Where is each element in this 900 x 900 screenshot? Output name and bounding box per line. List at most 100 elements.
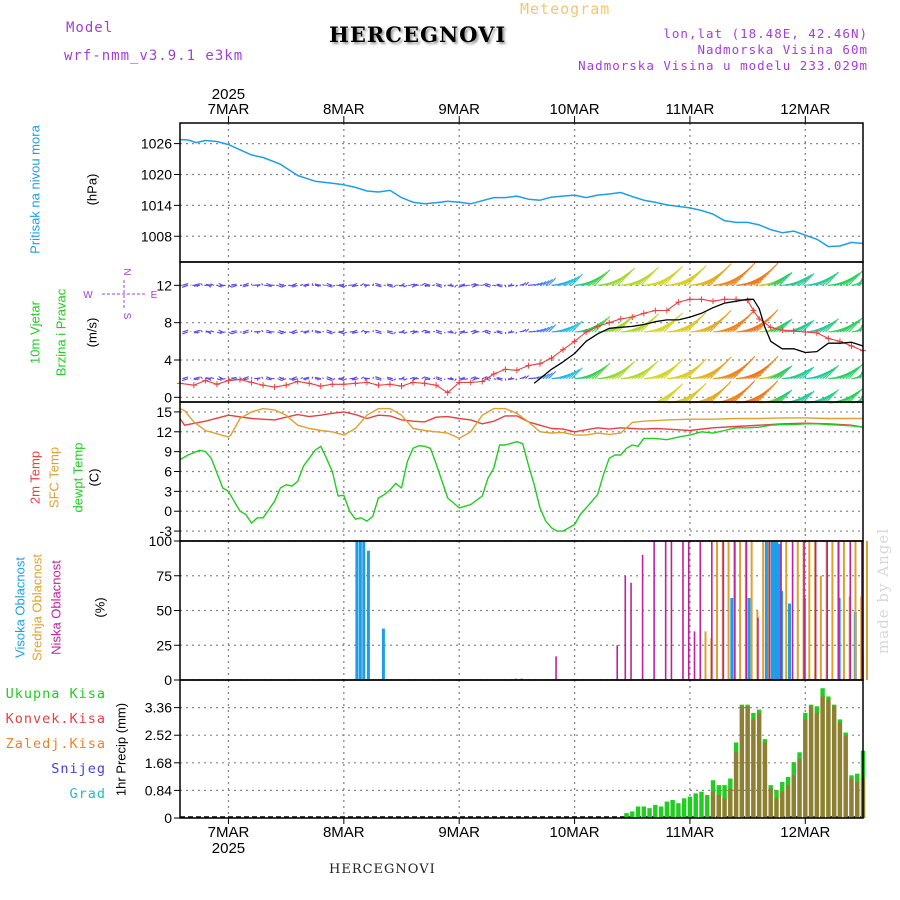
wind-barb (776, 319, 791, 333)
wind-barb (461, 329, 465, 333)
wind-barb (372, 283, 375, 286)
high-cloud-bar (777, 543, 781, 680)
y-tick-label: 12 (156, 277, 172, 293)
total-precip-bar (653, 804, 658, 818)
conv-precip-bar (756, 712, 762, 818)
wind-barb (461, 283, 465, 286)
conv-precip-bar (751, 719, 756, 818)
wind-barb (565, 277, 577, 286)
model-altitude-label: Nadmorska Visina u modelu 233.029m (578, 58, 868, 73)
high-cloud-bar (381, 628, 385, 680)
wind-barb (845, 319, 861, 333)
wind-barb (534, 282, 540, 286)
wind-barb (311, 283, 314, 286)
legend-frozen-precip: Zaledj.Kisa (5, 736, 106, 752)
conv-precip-bar (803, 719, 808, 818)
legend-conv-precip: Konvek.Kisa (5, 711, 106, 727)
wind-barb (496, 377, 503, 380)
wind-barb (182, 282, 189, 286)
conv-precip-bar (791, 775, 796, 818)
wind-barb (278, 329, 284, 333)
low-cloud-bar (803, 541, 805, 680)
wind-barb (464, 331, 468, 334)
low-cloud-bar (653, 541, 655, 680)
total-precip-bar (658, 806, 664, 818)
wind-barb (332, 284, 336, 287)
wind-barb (799, 320, 813, 333)
low-cloud-bar (711, 541, 713, 680)
wind-barb (421, 329, 426, 333)
wind-barb (845, 272, 861, 286)
wind-barb (562, 325, 574, 333)
wind-barb (472, 378, 477, 382)
wind-barb (531, 377, 535, 380)
wind-barb (663, 265, 683, 286)
wind-barb (281, 284, 287, 288)
conv-precip-bar (722, 798, 727, 818)
wind-barb (193, 376, 200, 380)
wind-barb (842, 274, 858, 286)
y-tick-label: 25 (156, 637, 172, 653)
wind-barb (614, 316, 633, 333)
wind-barb (375, 376, 382, 380)
wind-barb (842, 367, 858, 380)
conv-precip-bar (780, 791, 785, 818)
wind-barb (261, 283, 264, 286)
wind-barb (372, 376, 375, 379)
wind-barb (802, 272, 815, 286)
wind-barb (482, 283, 487, 286)
conv-precip-bar (710, 791, 716, 818)
wind-barb (322, 283, 325, 286)
low-cloud-bar (641, 554, 644, 680)
bottom-date-label: 10MAR (550, 824, 600, 841)
wind-barb (793, 370, 808, 380)
wind-barb (200, 376, 203, 380)
y-tick-label: 75 (156, 568, 172, 584)
y-tick-label: 3.36 (145, 700, 172, 716)
wind-barb (292, 331, 298, 335)
wind-barb (614, 269, 633, 286)
total-precip-bar (705, 795, 710, 818)
wind-barb (278, 283, 284, 286)
wind-barb (545, 372, 553, 380)
wind-barb (507, 331, 515, 334)
low-cloud-bar (791, 541, 794, 680)
wind-barb (403, 331, 408, 335)
mid-cloud-bar (808, 541, 811, 680)
wind-barb (845, 390, 861, 404)
wind-barb (401, 376, 405, 380)
wind-barb (663, 383, 683, 404)
wind-barb (776, 390, 791, 404)
wind-barb (816, 323, 830, 333)
wind-barb (565, 370, 577, 380)
low-cloud-bar (757, 617, 759, 680)
wind-barb (534, 329, 540, 333)
wind-barb (525, 328, 530, 333)
wind-barb (485, 282, 492, 286)
conv-precip-bar (820, 696, 825, 818)
wind-barb (181, 331, 189, 335)
wind-barb (218, 376, 223, 380)
mid-cloud-bar (750, 541, 753, 680)
wind-barb (562, 278, 574, 286)
wind-barb (568, 322, 580, 333)
y-tick-label: 1020 (141, 166, 172, 182)
wind-barb (773, 320, 789, 333)
y-tick-label: 9 (164, 444, 172, 460)
sfc-temp-line (179, 407, 863, 440)
wind-barb (539, 327, 547, 333)
wind-barb (485, 329, 492, 333)
y-tick-label: 8 (164, 315, 172, 331)
wind-barb (266, 329, 272, 333)
wind-barb (845, 365, 861, 380)
wind-barb (522, 282, 527, 286)
wind-barb (278, 376, 284, 380)
wind-barb (822, 320, 836, 333)
wind-barb (474, 376, 480, 380)
wind-barb (848, 317, 863, 333)
wind-barb (525, 375, 530, 380)
wind-barb (242, 331, 249, 335)
top-date-label: 10MAR (550, 101, 600, 118)
wind-barb (342, 331, 347, 335)
wind-barb (311, 329, 314, 333)
